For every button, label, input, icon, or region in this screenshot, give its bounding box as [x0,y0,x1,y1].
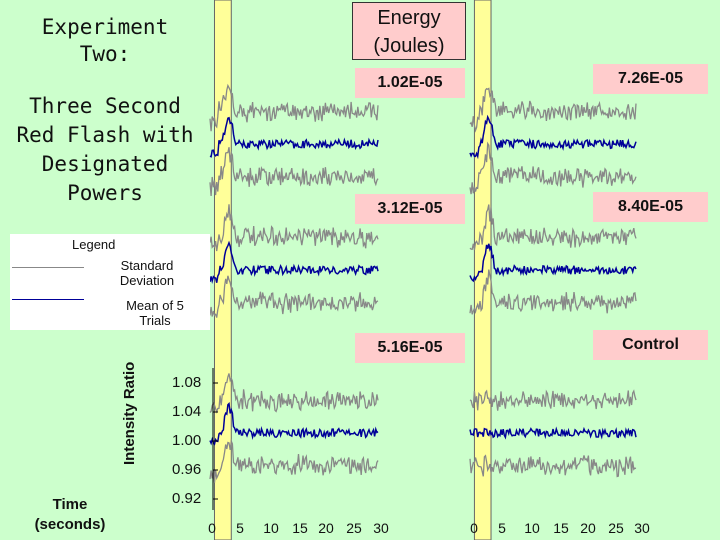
energy-header-line-2: (Joules) [373,35,445,57]
x-tick-label-right: 20 [580,520,596,536]
mean-line-4 [469,243,637,283]
x-tick-label-left: 20 [318,520,334,536]
time-label: Time (seconds) [20,495,120,535]
legend-mean-line [12,299,84,300]
panel-label-4: 8.40E-05 [593,192,708,222]
panel-label-1: 1.02E-05 [355,68,465,98]
sd-lower-line-1 [209,147,379,196]
legend-sd-line [12,267,84,268]
mean-line-3 [209,240,379,284]
x-tick-label-left: 5 [236,520,244,536]
sd-lower-line-3 [209,275,379,318]
y-tick-label: 1.00 [172,432,202,449]
sd-lower-line-6 [469,454,637,478]
x-tick-label-right: 5 [498,520,506,536]
mean-line-2 [469,114,637,160]
panel-label-6: Control [593,330,708,360]
x-tick-label-left: 0 [208,520,216,536]
sd-upper-line-2 [469,87,637,133]
y-tick-label: 0.96 [172,461,202,478]
time-label-line-1: Time [52,496,88,513]
sd-lower-line-5 [209,438,379,483]
x-tick-label-left: 30 [373,520,389,536]
sd-upper-line-4 [469,204,637,251]
energy-header-line-1: Energy [377,7,441,29]
legend: Legend Standard Deviation Mean of 5 Trials [10,234,210,330]
subtitle-line-1: Three Second [29,94,181,118]
mean-line-6 [469,426,637,440]
sd-upper-line-1 [209,83,379,132]
y-tick-label: 1.04 [172,403,202,420]
y-tick-label: 0.92 [172,490,202,507]
panel-label-2: 7.26E-05 [593,64,708,94]
title-line-2: Two: [79,42,131,66]
legend-title: Legend [72,237,116,252]
x-tick-label-right: 25 [608,520,624,536]
y-axis-label: Intensity Ratio [121,361,138,465]
sd-lower-line-2 [469,141,637,195]
y-tick-label: 1.08 [172,374,202,391]
x-tick-label-right: 30 [634,520,650,536]
panel-label-5: 5.16E-05 [355,333,465,363]
subtitle-line-3: Designated [41,152,169,176]
x-tick-label-left: 10 [263,520,279,536]
x-tick-label-right: 15 [553,520,569,536]
legend-mean-label: Mean of 5 Trials [126,298,184,328]
experiment-title: Experiment Two: Three Second Red Flash wit… [10,14,200,208]
x-tick-label-left: 25 [346,520,362,536]
energy-header: Energy (Joules) [352,2,466,60]
panel-label-3: 3.12E-05 [355,194,465,224]
sd-lower-line-4 [469,269,637,315]
sd-upper-line-6 [469,389,637,411]
x-tick-label-left: 15 [292,520,308,536]
x-tick-label-right: 10 [524,520,540,536]
mean-line-5 [209,401,379,446]
sd-upper-line-5 [209,373,379,414]
x-tick-label-right: 0 [470,520,478,536]
time-label-line-2: (seconds) [34,516,106,533]
sd-upper-line-3 [209,204,379,252]
legend-sd-label: Standard Deviation [119,258,175,288]
mean-line-1 [209,116,379,158]
title-line-1: Experiment [41,15,169,39]
subtitle-line-2: Red Flash with [16,123,194,147]
subtitle-line-4: Powers [67,181,143,205]
